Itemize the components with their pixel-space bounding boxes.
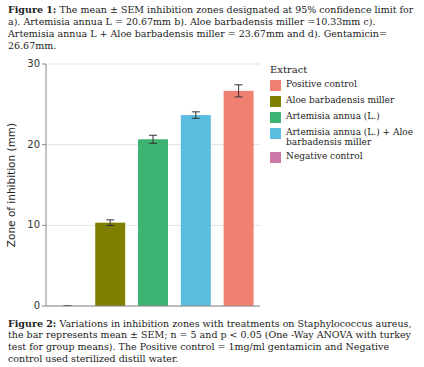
legend-label: Artemisia annua (L.)	[286, 111, 380, 121]
caption: Figure 2: Variations in inhibition zones…	[8, 318, 416, 366]
legend-item: Artemisia annua (L.)	[270, 111, 418, 123]
legend-swatch	[270, 80, 281, 91]
grid-line	[46, 305, 260, 306]
y-axis-label: Zone of inhibition (mm)	[5, 122, 17, 246]
caption-block: Figure 1: The mean ± SEM inhibition zone…	[0, 0, 424, 54]
bar	[138, 139, 168, 306]
legend-item: Aloe barbadensis miller	[270, 95, 418, 107]
y-tick	[42, 144, 46, 145]
bar	[181, 115, 211, 306]
legend-label: Positive control	[286, 79, 357, 89]
legend-item: Positive control	[270, 79, 418, 91]
y-tick-label: 10	[27, 219, 40, 230]
caption-block: Figure 2: Variations in inhibition zones…	[0, 314, 424, 367]
legend-label: Aloe barbadensis miller	[286, 95, 394, 105]
x-axis-line	[46, 305, 260, 306]
legend-title: Extract	[270, 64, 418, 75]
legend-label: Artemisia annua (L.) + Aloe barbadensis …	[286, 127, 418, 147]
chart: 0 10 20 30 Zone of inhibition (mm)	[0, 54, 266, 314]
bar	[224, 90, 254, 305]
legend-swatch	[270, 128, 281, 139]
y-tick-label: 30	[27, 58, 40, 69]
y-axis-line	[46, 64, 47, 306]
legend-label: Negative control	[286, 151, 363, 161]
legend-swatch	[270, 152, 281, 163]
error-bar	[192, 111, 200, 117]
legend-swatch	[270, 96, 281, 107]
y-tick-label: 20	[27, 138, 40, 149]
error-bar	[235, 84, 243, 96]
grid-line	[46, 63, 260, 64]
error-bar	[149, 135, 157, 143]
legend-item: Artemisia annua (L.) + Aloe barbadensis …	[270, 127, 418, 147]
legend-item: Negative control	[270, 151, 418, 163]
plot-area	[63, 84, 253, 305]
legend: Extract Positive control Aloe barbadensis …	[266, 54, 424, 314]
y-tick-label: 0	[34, 300, 40, 311]
bar	[95, 222, 125, 305]
error-bar	[106, 219, 114, 225]
legend-swatch	[270, 112, 281, 123]
y-tick	[42, 224, 46, 225]
caption: Figure 1: The mean ± SEM inhibition zone…	[8, 4, 416, 52]
y-tick	[42, 63, 46, 64]
y-tick	[42, 305, 46, 306]
